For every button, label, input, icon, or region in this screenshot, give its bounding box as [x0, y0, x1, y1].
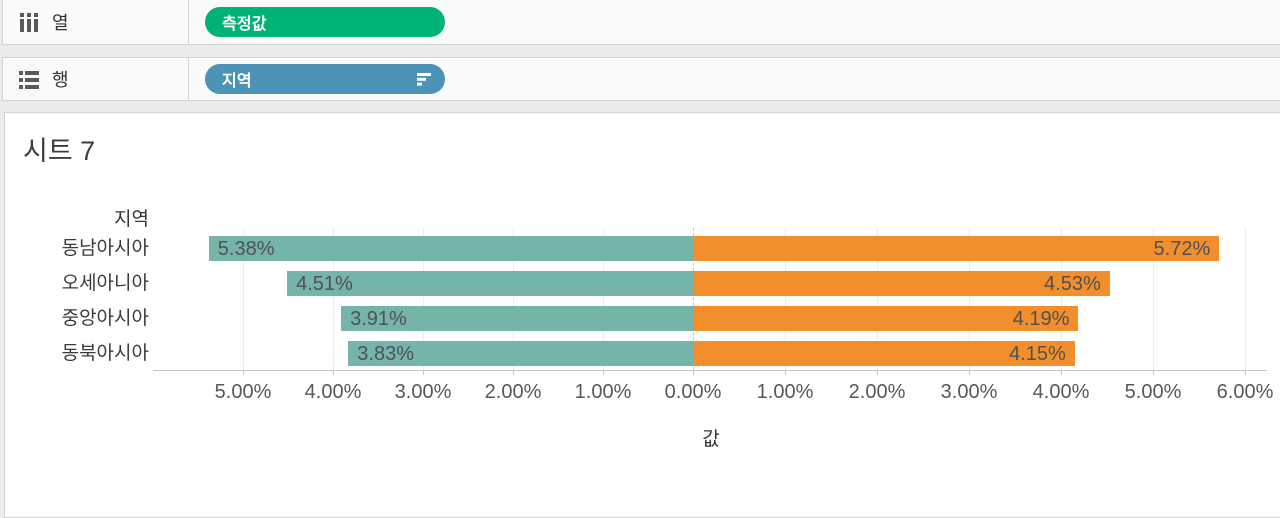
x-axis-tick-label: 5.00% — [214, 381, 272, 403]
x-axis-tick-label: 3.00% — [394, 381, 452, 403]
bar-left[interactable] — [208, 236, 693, 261]
measure-values-pill-label: 측정값 — [222, 16, 267, 33]
columns-icon — [19, 12, 41, 32]
sort-descending-icon[interactable] — [417, 72, 433, 86]
axis-tick-mark — [969, 370, 970, 375]
category-label[interactable]: 동북아시아 — [61, 343, 149, 364]
columns-shelf[interactable]: 열 측정값 — [2, 0, 1280, 45]
zero-reference-line — [693, 228, 694, 370]
axis-tick-mark — [243, 370, 244, 375]
rows-shelf-header: 행 — [3, 58, 189, 100]
axis-tick-mark — [333, 370, 334, 375]
bar-value-label: 4.53% — [1044, 273, 1101, 295]
gridline — [785, 228, 786, 370]
bar-left[interactable] — [287, 271, 693, 296]
x-axis-tick-label: 4.00% — [1032, 381, 1090, 403]
x-axis-tick-label: 1.00% — [756, 381, 814, 403]
bar-value-label: 3.91% — [350, 308, 407, 330]
bar-right[interactable] — [693, 236, 1220, 261]
bar-value-label: 5.38% — [217, 238, 275, 260]
axis-tick-mark — [785, 370, 786, 375]
x-axis-tick-label: 4.00% — [304, 381, 362, 403]
axis-tick-mark — [877, 370, 878, 375]
gridline — [603, 228, 604, 370]
x-axis-tick-label: 0.00% — [664, 381, 722, 403]
gridline — [877, 228, 878, 370]
gridline — [1245, 228, 1246, 370]
rows-shelf-label: 행 — [52, 70, 69, 90]
x-axis-line — [153, 370, 1268, 371]
bar-value-label: 5.72% — [1153, 238, 1211, 260]
gridline — [423, 228, 424, 370]
axis-tick-mark — [1245, 370, 1246, 375]
bar-left[interactable] — [341, 306, 693, 331]
rows-icon — [19, 70, 41, 89]
worksheet-panel: 시트 7 지역 5.00% 4.00% 3.00% 2.00% 1.00% 0.00% 1.… — [4, 112, 1280, 518]
bar-value-label: 3.83% — [357, 343, 415, 365]
x-axis-tick-label: 3.00% — [940, 381, 998, 403]
bar-value-label: 4.15% — [1009, 343, 1066, 365]
x-axis-tick-label: 2.00% — [484, 381, 542, 403]
gridline — [1061, 228, 1062, 370]
bar-right[interactable] — [693, 341, 1075, 366]
bar-left[interactable] — [348, 341, 693, 366]
bar-right[interactable] — [693, 306, 1079, 331]
axis-tick-mark — [693, 370, 694, 375]
gridline — [969, 228, 970, 370]
axis-tick-mark — [423, 370, 424, 375]
x-axis-tick-label: 2.00% — [848, 381, 906, 403]
rows-shelf[interactable]: 행 지역 — [2, 57, 1280, 101]
gridline — [243, 228, 244, 370]
bar-value-label: 4.51% — [296, 273, 353, 295]
columns-shelf-label: 열 — [52, 13, 69, 33]
sheet-title: 시트 7 — [23, 136, 96, 166]
x-axis-tick-label: 6.00% — [1216, 381, 1274, 403]
gridline — [513, 228, 514, 370]
region-pill[interactable]: 지역 — [205, 64, 445, 94]
axis-tick-mark — [513, 370, 514, 375]
columns-shelf-header: 열 — [3, 0, 189, 44]
axis-tick-mark — [603, 370, 604, 375]
x-axis-tick-label: 5.00% — [1124, 381, 1182, 403]
gridline — [333, 228, 334, 370]
bar-value-label: 4.19% — [1012, 308, 1070, 330]
axis-tick-mark — [1061, 370, 1062, 375]
gridline — [1153, 228, 1154, 370]
category-label[interactable]: 중앙아시아 — [61, 308, 149, 329]
x-axis-title: 값 — [702, 429, 720, 450]
bar-right[interactable] — [693, 271, 1110, 296]
axis-tick-mark — [1153, 370, 1154, 375]
region-pill-label: 지역 — [222, 73, 252, 90]
category-label[interactable]: 동남아시아 — [61, 238, 149, 259]
x-axis-tick-label: 1.00% — [574, 381, 632, 403]
category-label[interactable]: 오세아니아 — [61, 273, 149, 294]
row-field-header: 지역 — [114, 209, 149, 230]
measure-values-pill[interactable]: 측정값 — [205, 7, 445, 37]
